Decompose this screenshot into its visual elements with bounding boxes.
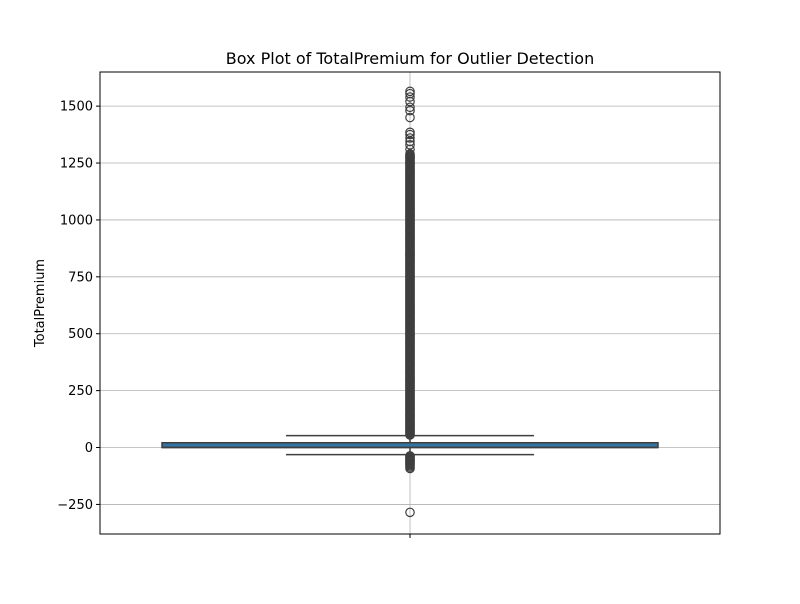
y-tick-label: 1250 <box>60 157 93 172</box>
outlier-point <box>405 86 415 97</box>
outlier-point <box>405 136 415 147</box>
y-tick-label: 0 <box>85 441 93 456</box>
y-tick-label: 750 <box>68 270 93 285</box>
outlier-point <box>405 149 415 159</box>
plot-layer <box>161 86 659 518</box>
y-tick-label: 1500 <box>60 100 93 115</box>
y-tick-label: 1000 <box>60 213 93 228</box>
y-tick-label: 500 <box>68 327 93 342</box>
outlier-point <box>405 133 415 143</box>
y-tick-label: −250 <box>57 498 93 513</box>
outlier-point <box>405 127 415 138</box>
outlier-point <box>405 507 415 518</box>
y-axis-label: TotalPremium <box>33 259 48 348</box>
outlier-point <box>405 105 415 116</box>
outlier-point <box>405 451 415 461</box>
outlier-point <box>405 102 415 113</box>
outlier-point <box>405 140 415 150</box>
y-tick-label: 250 <box>68 384 93 399</box>
chart-title: Box Plot of TotalPremium for Outlier Det… <box>226 49 594 68</box>
axes-layer: −250 0 250 500 750 1000 1250 1500 <box>57 71 721 538</box>
outlier-point <box>405 92 415 102</box>
outlier-point <box>405 112 415 123</box>
